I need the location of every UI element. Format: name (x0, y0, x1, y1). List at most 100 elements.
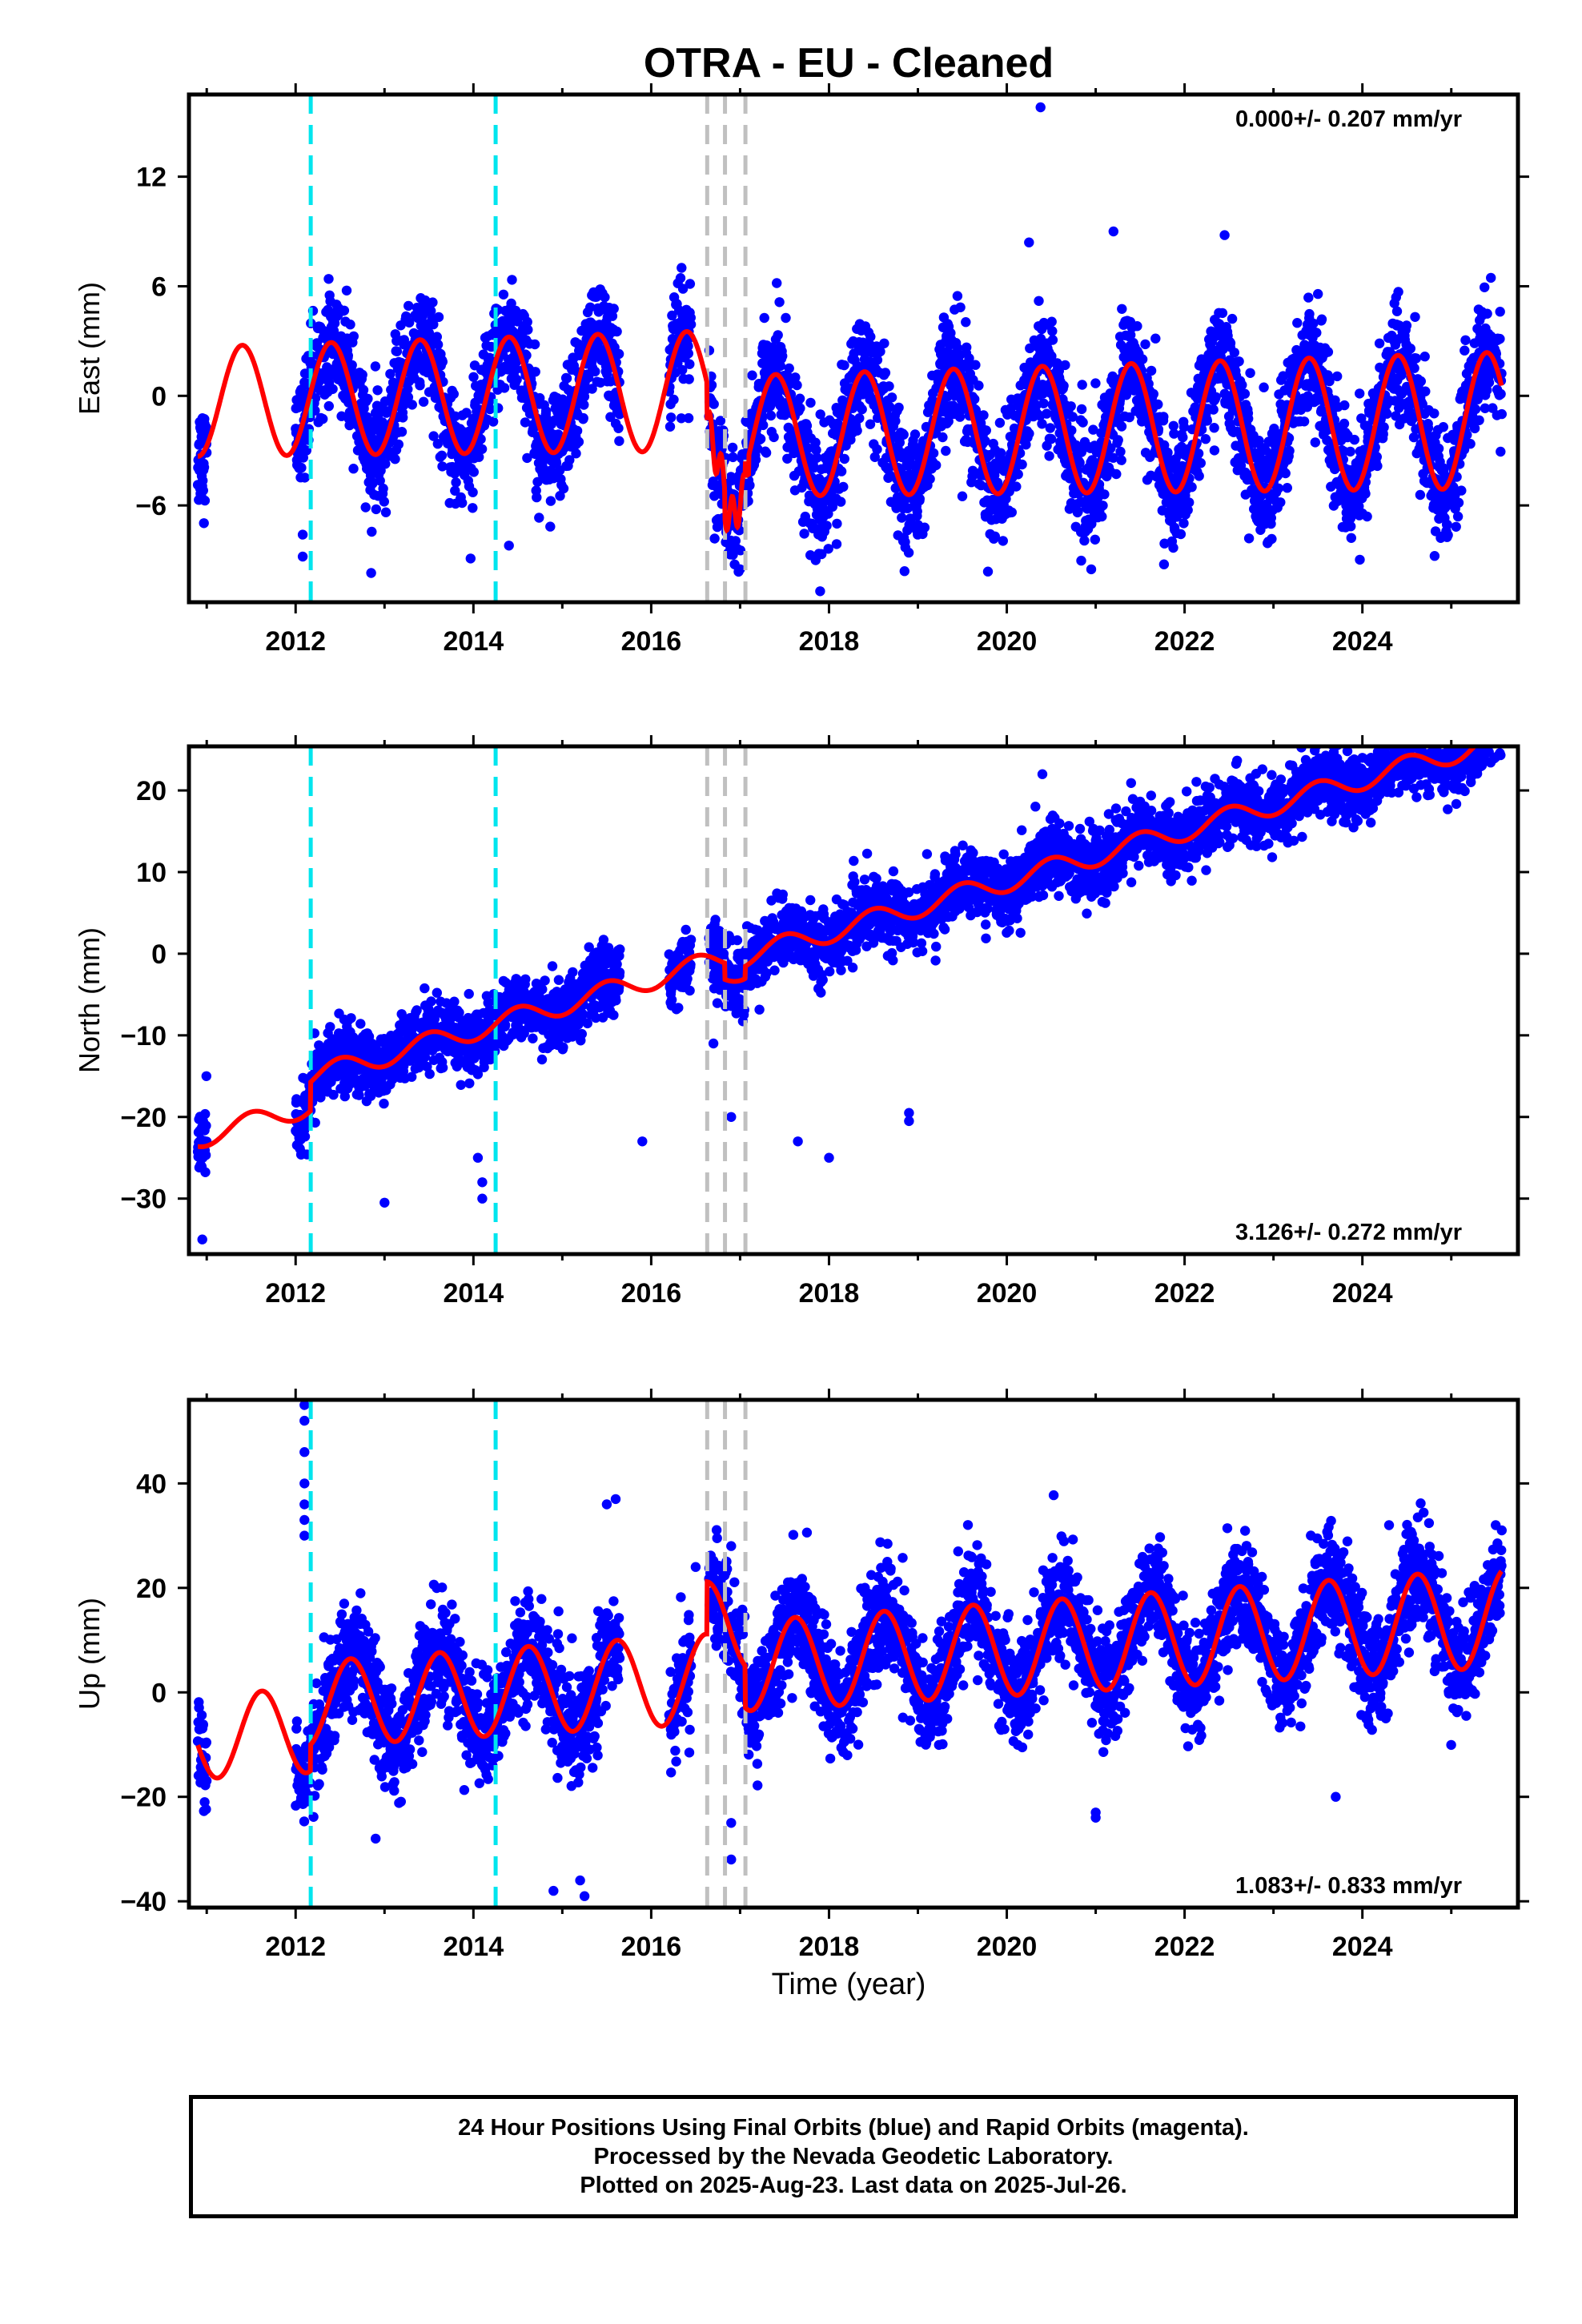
east-data-point (348, 464, 359, 474)
east-data-point (1346, 521, 1356, 532)
east-data-point (990, 531, 1001, 541)
east-data-point (468, 487, 478, 497)
east-data-point (1066, 401, 1076, 412)
east-data-point (498, 289, 509, 300)
east-data-point (1137, 354, 1148, 364)
east-data-point (379, 497, 389, 507)
east-data-point (1292, 318, 1303, 328)
east-plot-area (192, 94, 1508, 602)
east-data-point (885, 402, 895, 412)
east-data-point (564, 455, 575, 465)
x-axis-label: Time (year) (772, 1968, 926, 2001)
east-data-point (1124, 412, 1134, 423)
east-data-point (198, 475, 208, 486)
east-data-point (964, 353, 974, 364)
east-data-point (827, 501, 838, 512)
east-data-point (530, 367, 540, 377)
east-data-point (1217, 308, 1228, 319)
east-data-point (1374, 338, 1385, 348)
east-data-point (318, 413, 328, 424)
east-data-point (1401, 320, 1412, 331)
east-data-point (928, 448, 939, 459)
east-data-point (677, 364, 688, 376)
east-y-axis-label: East (mm) (73, 282, 106, 415)
east-data-point (1442, 520, 1452, 530)
east-data-point (1186, 482, 1197, 493)
east-data-point (532, 492, 542, 503)
east-data-point (666, 412, 677, 423)
east-data-point (805, 397, 816, 408)
east-data-point (792, 380, 802, 391)
east-data-point (799, 529, 809, 539)
east-data-point (488, 416, 499, 427)
east-data-point (1146, 365, 1157, 376)
north-data-point (449, 996, 460, 1007)
east-data-point (299, 472, 310, 483)
east-data-point (1360, 489, 1371, 499)
east-data-point (1046, 351, 1057, 361)
east-data-point (578, 412, 588, 424)
east-rate-label: 0.000+/- 0.207 mm/yr (1235, 107, 1462, 132)
east-data-point (810, 437, 821, 448)
east-data-point (774, 297, 785, 308)
east-data-point (715, 416, 726, 426)
east-data-point (782, 453, 793, 464)
east-data-point (432, 332, 442, 342)
east-data-point (451, 477, 461, 488)
east-data-point (909, 429, 921, 440)
north-data-point (201, 1071, 211, 1082)
north-data-point (200, 1108, 211, 1120)
east-data-point (1372, 460, 1383, 472)
east-data-point (1168, 542, 1178, 553)
east-data-point (777, 351, 788, 361)
east-data-point (522, 316, 532, 328)
east-data-point (1393, 287, 1403, 297)
east-outlier-point (297, 551, 308, 562)
east-data-point (1038, 398, 1049, 408)
east-data-point (1076, 555, 1086, 566)
east-data-point (339, 305, 350, 316)
east-data-point (357, 369, 367, 380)
east-outlier-point (728, 549, 738, 560)
east-data-point (890, 483, 901, 493)
east-data-point (727, 442, 738, 453)
east-data-point (1088, 424, 1098, 435)
east-data-point (1195, 458, 1207, 468)
east-data-point (1362, 511, 1372, 522)
east-data-point (428, 297, 438, 308)
north-data-point (200, 1167, 211, 1178)
east-data-point (970, 360, 981, 370)
east-data-point (476, 444, 488, 454)
east-data-point (506, 298, 516, 309)
east-data-point (1037, 419, 1047, 429)
east-data-point (925, 473, 935, 485)
east-data-point (875, 346, 885, 357)
east-data-point (893, 402, 904, 413)
east-data-point (821, 521, 832, 531)
east-data-point (613, 423, 624, 433)
east-data-point (890, 416, 901, 426)
east-data-point (310, 393, 321, 404)
east-data-point (608, 304, 619, 314)
east-data-point (1090, 378, 1101, 388)
east-data-point (583, 372, 594, 383)
east-data-point (1073, 506, 1083, 517)
east-data-point (426, 306, 436, 316)
east-data-point (605, 412, 616, 422)
east-data-point (832, 518, 842, 529)
east-data-point (1070, 440, 1082, 451)
east-data-point (1076, 404, 1087, 415)
east-data-point (465, 553, 476, 564)
east-data-point (323, 400, 334, 412)
east-y-tick-label: 6 (151, 271, 167, 302)
east-data-point (1433, 443, 1444, 454)
east-data-point (428, 431, 439, 441)
east-data-point (1234, 356, 1244, 367)
east-data-point (685, 319, 697, 330)
east-data-point (545, 521, 556, 532)
east-data-point (709, 533, 720, 544)
east-data-point (1158, 412, 1169, 422)
east-data-point (343, 350, 353, 361)
